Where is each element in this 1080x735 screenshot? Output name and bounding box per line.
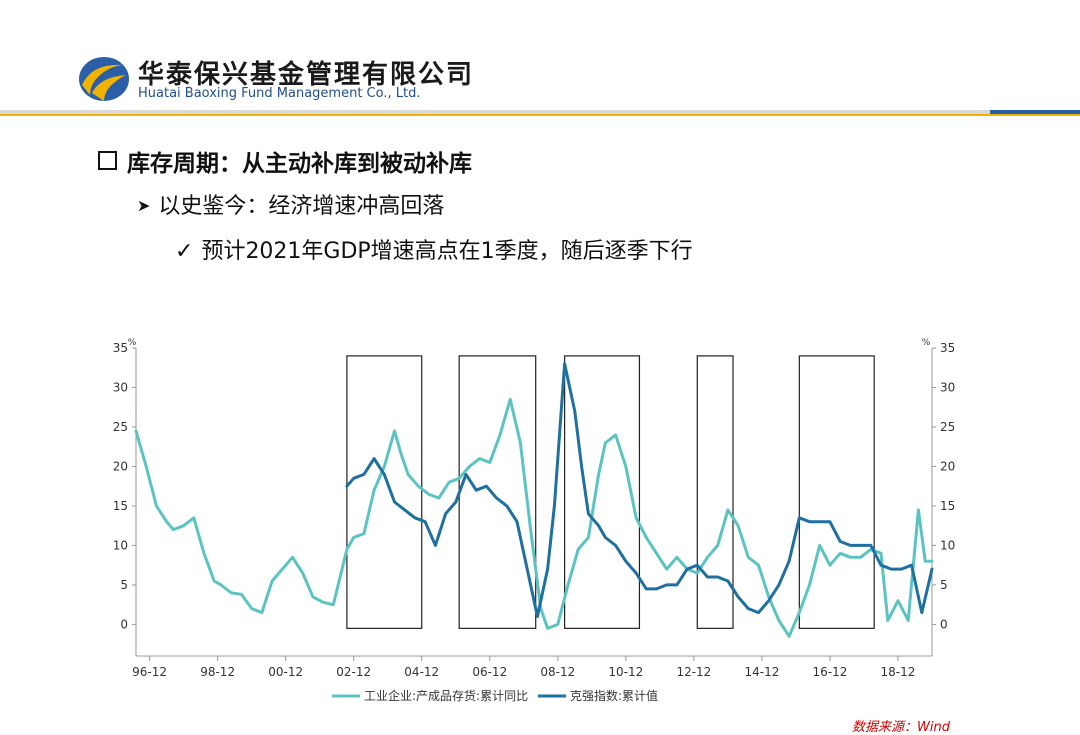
bullet-level-3: ✓ 预计2021年GDP增速高点在1季度，随后逐季下行 (175, 233, 693, 265)
y-tick-label-right: 25 (940, 420, 955, 434)
header: 华泰保兴基金管理有限公司 Huatai Baoxing Fund Managem… (0, 0, 1080, 118)
y-tick-label-right: 35 (940, 341, 955, 355)
y-tick-label-left: 25 (113, 420, 128, 434)
y-tick-label-left: 30 (113, 380, 128, 394)
highlight-box (564, 355, 641, 629)
header-rule-accent (990, 110, 1080, 114)
square-bullet-icon (98, 151, 117, 170)
highlight-box (696, 355, 734, 629)
x-tick-label: 04-12 (404, 665, 439, 679)
x-tick-label: 02-12 (336, 665, 371, 679)
y-tick-label-left: 10 (113, 538, 128, 552)
x-tick-label: 06-12 (472, 665, 507, 679)
y-tick-label-right: 0 (940, 617, 948, 631)
x-tick-label: 14-12 (744, 665, 779, 679)
header-rule-gold (0, 114, 1080, 116)
highlight-box (346, 355, 423, 629)
y-unit-left: % (128, 338, 137, 348)
y-tick-label-right: 10 (940, 538, 955, 552)
y-tick-label-left: 5 (120, 578, 128, 592)
legend-label-2: 克强指数:累计值 (570, 688, 658, 703)
bullet-level-3-text: 预计2021年GDP增速高点在1季度，随后逐季下行 (201, 239, 693, 264)
x-tick-label: 12-12 (676, 665, 711, 679)
legend-label-1: 工业企业:产成品存货:累计同比 (364, 688, 528, 703)
series-line-1 (134, 397, 934, 638)
y-tick-label-right: 20 (940, 459, 955, 473)
arrow-bullet-icon: ➤ (137, 196, 151, 215)
highlight-box (458, 355, 537, 629)
bullet-level-1: 库存周期：从主动补库到被动补库 (98, 144, 472, 178)
company-name-en: Huatai Baoxing Fund Management Co., Ltd. (138, 86, 421, 101)
series-line-2 (345, 362, 934, 618)
highlight-box (798, 355, 875, 629)
bullet-level-1-text: 库存周期：从主动补库到被动补库 (127, 151, 472, 177)
y-tick-label-left: 0 (120, 617, 128, 631)
x-tick-label: 96-12 (132, 665, 167, 679)
data-source: 数据来源：Wind (852, 720, 950, 735)
check-bullet-icon: ✓ (175, 239, 194, 264)
y-unit-right: % (922, 338, 931, 348)
y-tick-label-left: 35 (113, 341, 128, 355)
bullet-level-2-text: 以史鉴今：经济增速冲高回落 (158, 194, 445, 219)
y-tick-label-left: 15 (113, 499, 128, 513)
x-tick-label: 18-12 (881, 665, 916, 679)
x-tick-label: 16-12 (813, 665, 848, 679)
x-tick-label: 00-12 (268, 665, 303, 679)
x-tick-label: 10-12 (608, 665, 643, 679)
y-tick-label-left: 20 (113, 459, 128, 473)
huatai-logo-icon (79, 57, 129, 101)
y-tick-label-right: 5 (940, 578, 948, 592)
header-rule (0, 110, 990, 114)
y-tick-label-right: 15 (940, 499, 955, 513)
company-name-cn: 华泰保兴基金管理有限公司 (138, 60, 475, 90)
y-tick-label-right: 30 (940, 380, 955, 394)
bullet-level-2: ➤ 以史鉴今：经济增速冲高回落 (137, 188, 444, 220)
chart: 0 0 5 5 10 10 15 15 20 20 25 25 30 30 35 35% % 96-12 98-12… (113, 338, 956, 703)
x-tick-label: 98-12 (200, 665, 235, 679)
x-tick-label: 08-12 (540, 665, 575, 679)
